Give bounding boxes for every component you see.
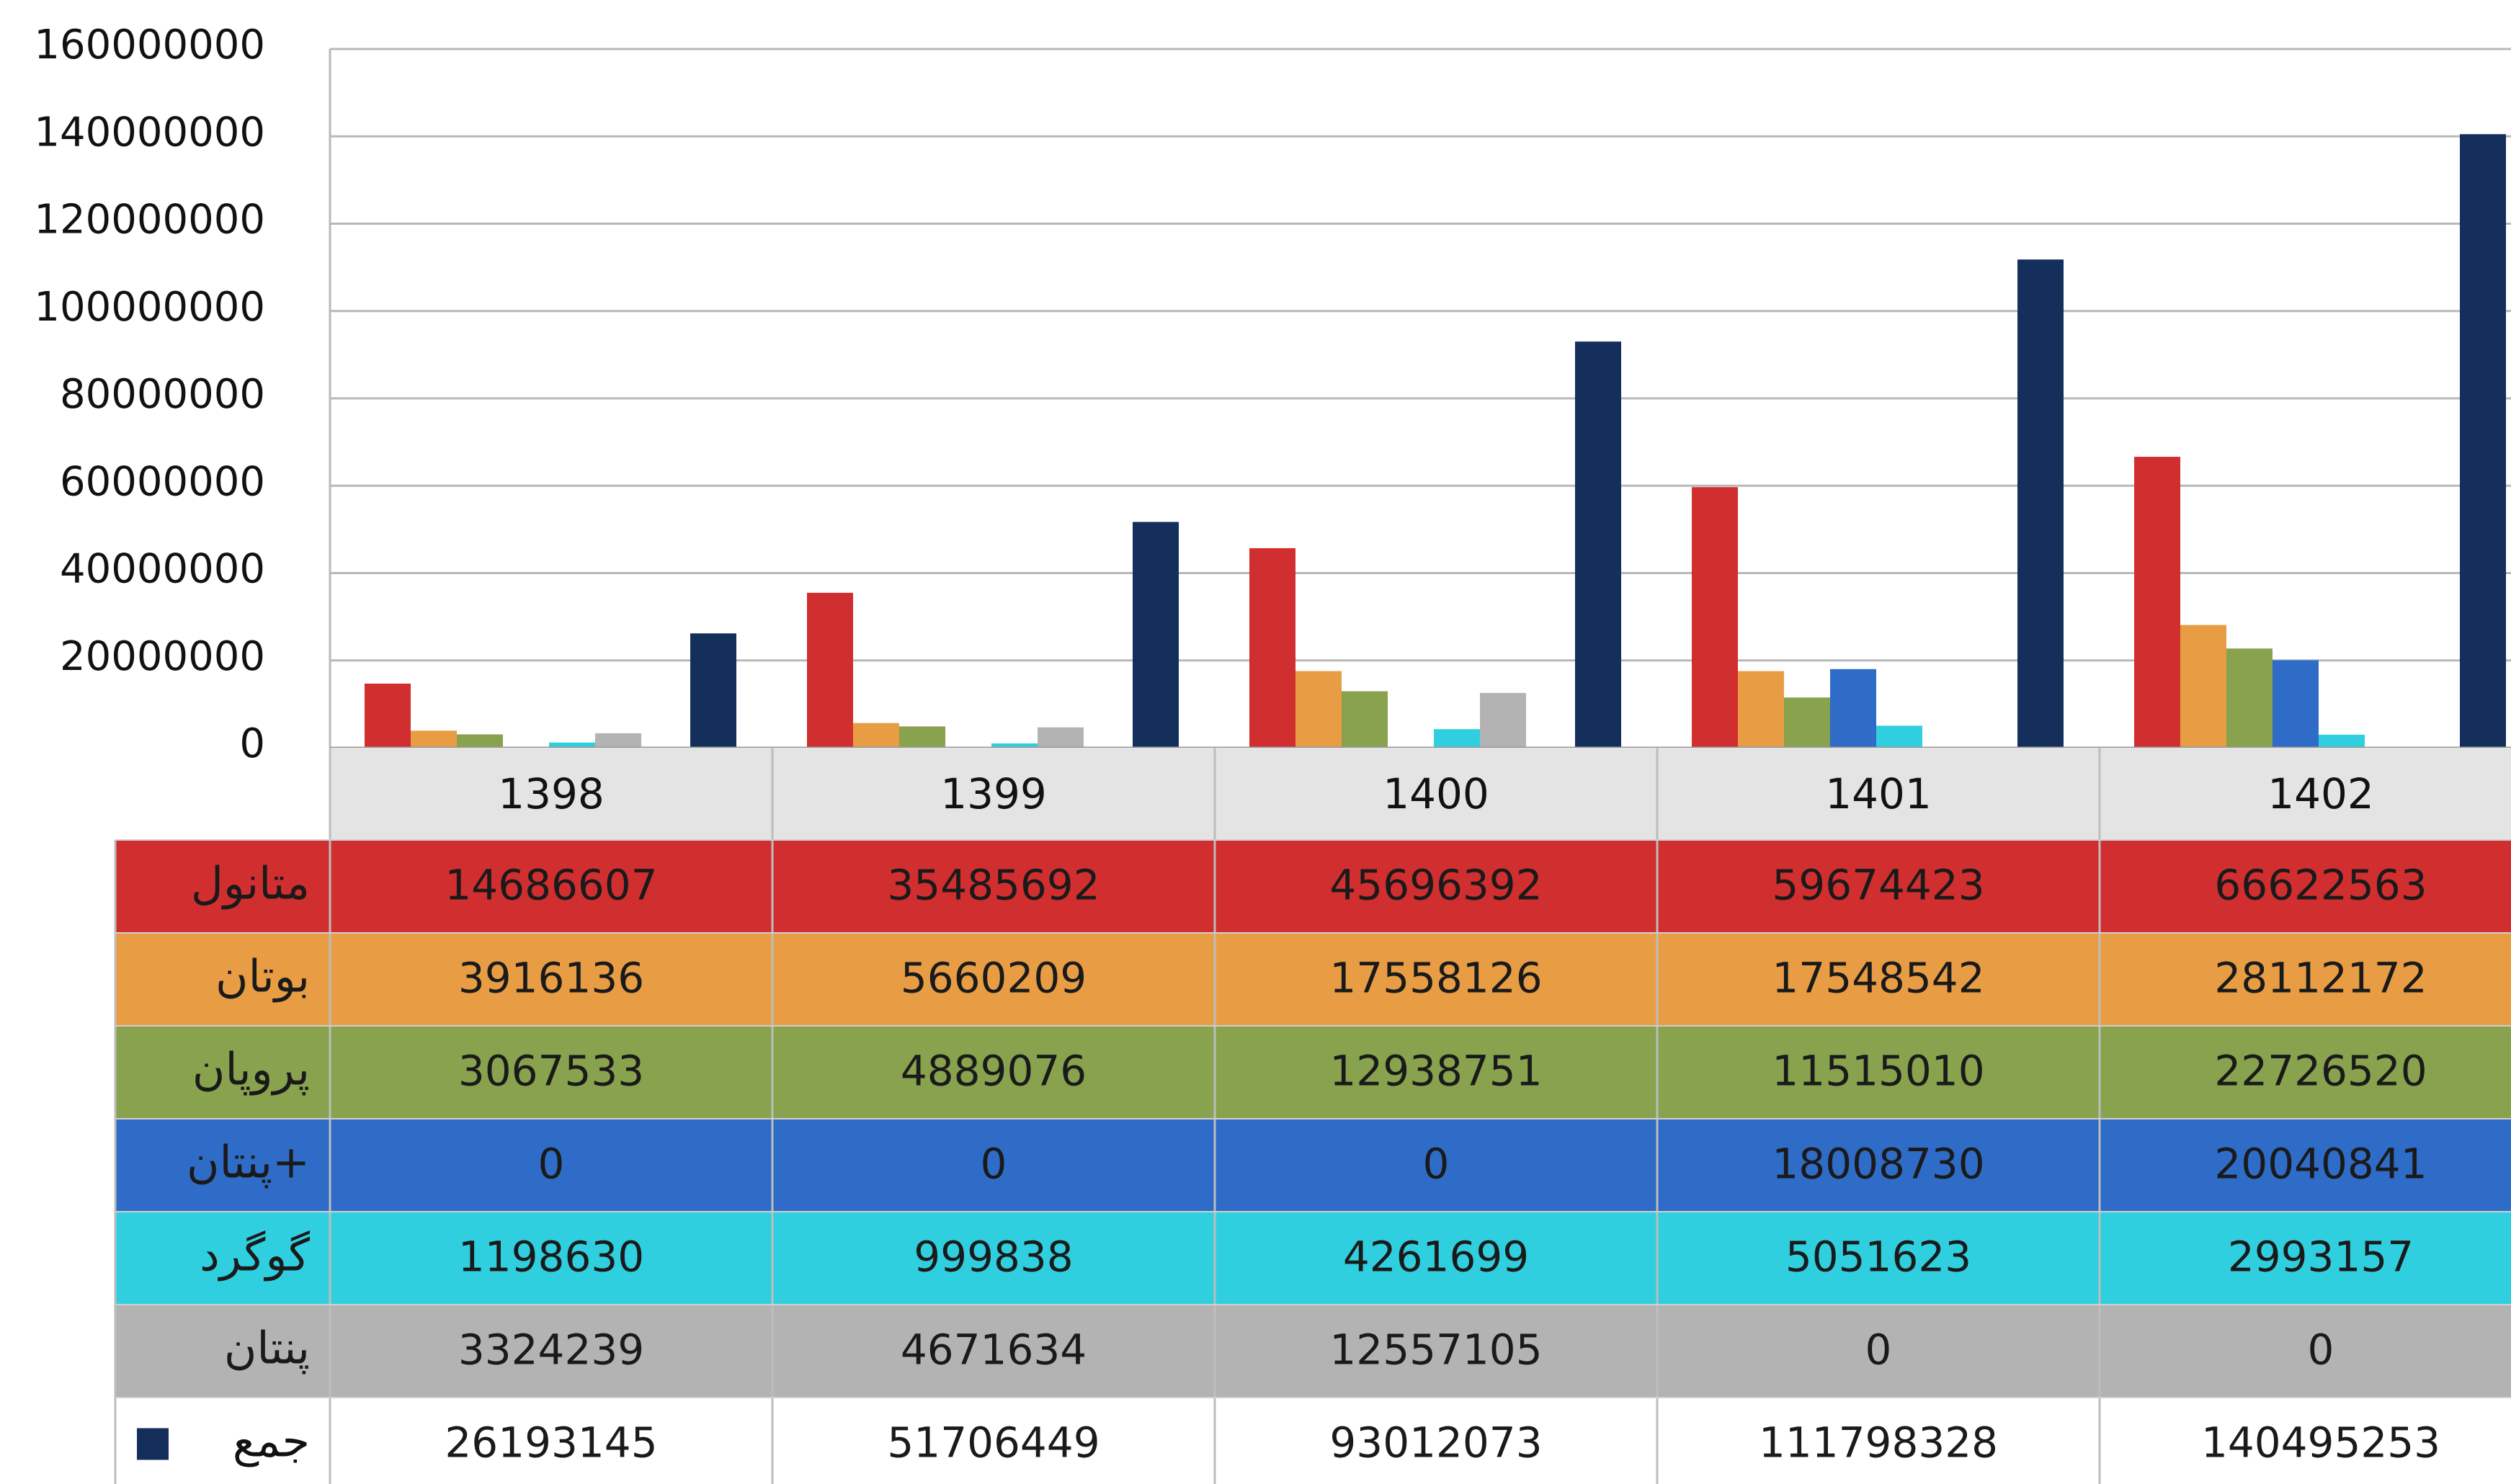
- table-row-bg: [115, 1305, 2511, 1398]
- bar-3-4: [1876, 725, 1922, 748]
- bar-4-6: [2460, 134, 2506, 748]
- data-label: 11515010: [1772, 1047, 1984, 1096]
- y-tick-label: 80000000: [60, 371, 265, 418]
- y-tick-label: 0: [239, 720, 265, 767]
- bar-2-1: [1295, 671, 1342, 748]
- legend-key-total: [137, 1428, 169, 1460]
- data-label: 2993157: [2228, 1233, 2414, 1282]
- bar-0-4: [549, 742, 595, 748]
- bar-1-1: [853, 723, 899, 748]
- data-label: 26193145: [445, 1418, 657, 1467]
- table-row-bg: [115, 933, 2511, 1026]
- data-label: 66622563: [2214, 861, 2427, 910]
- bar-1-6: [1133, 522, 1179, 748]
- data-label: 14686607: [445, 861, 657, 910]
- y-tick-label: 60000000: [60, 458, 265, 505]
- category-label: 1398: [498, 769, 605, 818]
- data-label: 0: [1865, 1326, 1892, 1375]
- data-label: 3067533: [458, 1047, 644, 1096]
- bar-2-4: [1434, 729, 1480, 748]
- data-label: 17558126: [1329, 954, 1542, 1003]
- y-tick-label: 100000000: [34, 284, 265, 331]
- bar-1-4: [991, 743, 1038, 748]
- data-label: 0: [2308, 1326, 2334, 1375]
- bar-3-3: [1830, 669, 1876, 748]
- bar-3-2: [1784, 697, 1830, 748]
- bar-2-5: [1480, 692, 1526, 748]
- table-row-bg: [115, 1398, 2511, 1484]
- bar-4-0: [2134, 457, 2180, 748]
- data-label: 28112172: [2214, 954, 2427, 1003]
- data-label: 35485692: [887, 861, 1100, 910]
- row-label: پنتان: [224, 1322, 310, 1375]
- row-label: پنتان+: [187, 1136, 310, 1189]
- data-label: 18008730: [1772, 1140, 1984, 1189]
- bar-0-2: [457, 734, 503, 748]
- bar-3-6: [2017, 259, 2064, 748]
- data-label: 4889076: [901, 1047, 1087, 1096]
- bar-4-4: [2319, 734, 2365, 748]
- data-label: 0: [1423, 1140, 1450, 1189]
- bar-1-5: [1038, 727, 1084, 748]
- row-label: متانول: [191, 857, 310, 910]
- data-label: 0: [981, 1140, 1007, 1189]
- data-label: 3916136: [458, 954, 644, 1003]
- data-label: 12938751: [1329, 1047, 1542, 1096]
- data-label: 5660209: [901, 954, 1087, 1003]
- data-label: 0: [538, 1140, 565, 1189]
- row-label: پروپان: [192, 1043, 310, 1096]
- category-label: 1400: [1383, 769, 1489, 818]
- bar-1-0: [807, 592, 853, 748]
- data-label: 1198630: [458, 1233, 644, 1282]
- category-label: 1402: [2267, 769, 2374, 818]
- table-row-bg: [115, 840, 2511, 933]
- bar-2-0: [1249, 547, 1295, 748]
- row-label: گوگرد: [200, 1229, 310, 1282]
- data-label: 59674423: [1772, 861, 1984, 910]
- data-label: 20040841: [2214, 1140, 2427, 1189]
- table-row-bg: [115, 1119, 2511, 1212]
- data-label: 5051623: [1785, 1233, 1971, 1282]
- data-label: 12557105: [1329, 1326, 1542, 1375]
- category-label: 1399: [940, 769, 1047, 818]
- data-label: 4671634: [901, 1326, 1087, 1375]
- data-label: 140495253: [2201, 1418, 2440, 1467]
- bar-0-0: [365, 683, 411, 748]
- y-tick-label: 120000000: [34, 197, 265, 243]
- bar-3-0: [1692, 487, 1738, 748]
- table-row-bg: [115, 1026, 2511, 1119]
- data-label: 22726520: [2214, 1047, 2427, 1096]
- y-tick-label: 160000000: [34, 22, 265, 68]
- bar-0-5: [595, 733, 641, 748]
- row-label: بوتان: [215, 950, 310, 1003]
- data-label: 17548542: [1772, 954, 1984, 1003]
- bar-4-3: [2273, 660, 2319, 748]
- data-label: 4261699: [1343, 1233, 1529, 1282]
- bar-0-6: [690, 633, 736, 748]
- bar-2-6: [1575, 341, 1621, 748]
- bar-4-1: [2180, 625, 2226, 748]
- data-label: 45696392: [1329, 861, 1542, 910]
- data-label: 93012073: [1329, 1418, 1542, 1467]
- category-label: 1401: [1825, 769, 1932, 818]
- y-tick-label: 20000000: [60, 633, 265, 680]
- table-header-bg: [330, 748, 2511, 840]
- bar-4-2: [2226, 648, 2273, 748]
- y-tick-label: 40000000: [60, 546, 265, 593]
- bar-0-1: [411, 730, 457, 748]
- y-tick-label: 140000000: [34, 109, 265, 156]
- data-label: 999838: [914, 1233, 1073, 1282]
- bar-3-1: [1738, 671, 1784, 748]
- data-label: 3324239: [458, 1326, 644, 1375]
- table-row-bg: [115, 1212, 2511, 1305]
- data-label: 51706449: [887, 1418, 1100, 1467]
- data-label: 111798328: [1759, 1418, 1998, 1467]
- row-label: جمع: [233, 1415, 310, 1467]
- bar-2-2: [1342, 691, 1388, 748]
- bar-1-2: [899, 726, 945, 748]
